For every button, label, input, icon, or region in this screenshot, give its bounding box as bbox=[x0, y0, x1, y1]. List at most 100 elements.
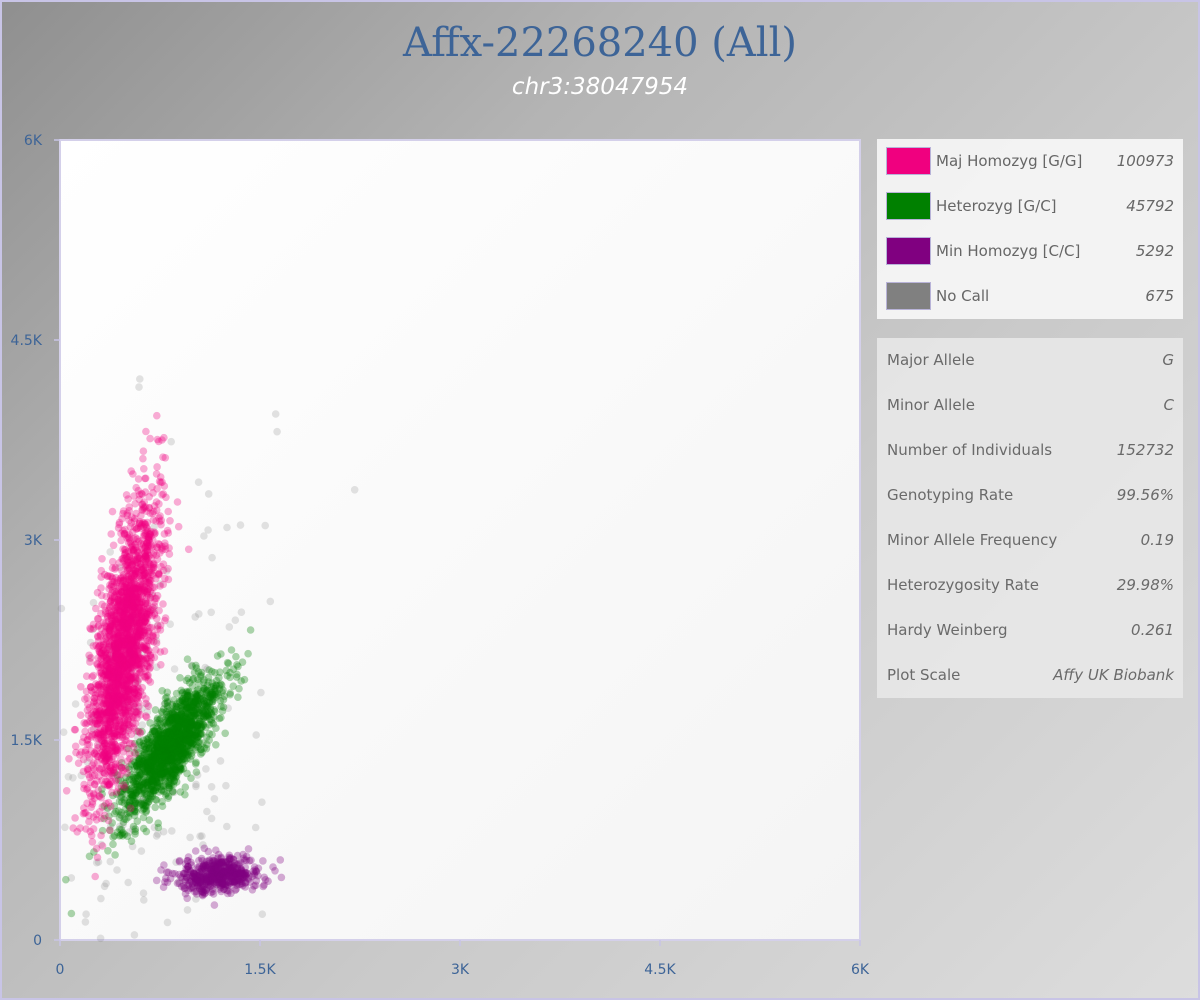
data-point bbox=[161, 775, 169, 783]
data-point bbox=[165, 728, 173, 736]
data-point bbox=[163, 750, 171, 759]
data-point bbox=[131, 805, 139, 814]
data-point bbox=[219, 877, 227, 886]
data-point bbox=[208, 696, 216, 705]
data-point bbox=[219, 880, 227, 889]
data-point bbox=[170, 770, 178, 779]
data-point bbox=[124, 763, 132, 771]
data-point bbox=[160, 782, 168, 791]
data-point bbox=[89, 671, 98, 680]
data-point bbox=[223, 658, 232, 667]
data-point bbox=[184, 742, 193, 750]
data-point bbox=[184, 886, 192, 895]
data-point bbox=[219, 885, 228, 894]
data-point bbox=[182, 726, 191, 734]
data-point bbox=[175, 879, 183, 888]
data-point bbox=[136, 763, 145, 772]
data-point bbox=[215, 874, 224, 883]
data-point bbox=[116, 563, 124, 572]
data-point bbox=[213, 689, 222, 697]
data-point bbox=[205, 720, 214, 729]
data-point bbox=[161, 756, 169, 764]
data-point bbox=[199, 841, 207, 849]
data-point bbox=[208, 698, 216, 706]
data-point bbox=[146, 758, 154, 767]
data-point bbox=[150, 771, 158, 780]
data-point bbox=[143, 756, 152, 764]
data-point bbox=[190, 870, 198, 878]
data-point bbox=[194, 881, 202, 890]
data-point bbox=[161, 545, 170, 554]
data-point bbox=[218, 874, 226, 882]
data-point bbox=[200, 860, 209, 869]
data-point bbox=[188, 703, 196, 711]
data-point bbox=[226, 864, 234, 872]
data-point bbox=[176, 739, 185, 747]
data-point bbox=[160, 745, 168, 753]
data-point bbox=[129, 757, 137, 765]
legend-item-no-call[interactable]: No Call 675 bbox=[877, 274, 1183, 319]
legend-item-maj-homozyg[interactable]: Maj Homozyg [G/G] 100973 bbox=[877, 139, 1183, 184]
data-point bbox=[154, 767, 162, 776]
data-point bbox=[178, 760, 187, 768]
data-point bbox=[138, 721, 147, 729]
data-point bbox=[168, 726, 176, 734]
data-point bbox=[210, 864, 219, 873]
data-point bbox=[186, 873, 194, 881]
data-point bbox=[174, 723, 183, 731]
data-point bbox=[186, 730, 194, 738]
legend-count: 100973 bbox=[1116, 152, 1174, 170]
legend-item-min-homozyg[interactable]: Min Homozyg [C/C] 5292 bbox=[877, 229, 1183, 274]
data-point bbox=[170, 762, 178, 770]
data-point bbox=[173, 715, 181, 724]
data-point bbox=[189, 699, 198, 707]
data-point bbox=[190, 870, 198, 878]
data-point bbox=[142, 768, 150, 777]
chart-title: Affx-22268240 (All) bbox=[403, 20, 797, 66]
data-point bbox=[183, 741, 191, 750]
data-point bbox=[215, 880, 223, 888]
data-point bbox=[153, 743, 161, 751]
data-point bbox=[158, 755, 166, 764]
data-point bbox=[210, 865, 218, 873]
data-point bbox=[163, 758, 172, 766]
data-point bbox=[180, 734, 189, 742]
data-point bbox=[140, 749, 149, 758]
data-point bbox=[149, 727, 158, 735]
data-point bbox=[206, 715, 214, 723]
data-point bbox=[150, 605, 158, 613]
data-point bbox=[182, 873, 191, 882]
data-point bbox=[210, 862, 218, 870]
data-point bbox=[179, 764, 188, 773]
data-point bbox=[163, 748, 172, 757]
data-point bbox=[185, 687, 193, 696]
data-point bbox=[172, 741, 181, 749]
data-point bbox=[142, 735, 151, 743]
data-point bbox=[146, 791, 155, 800]
data-point bbox=[146, 765, 155, 774]
data-point bbox=[233, 876, 241, 884]
data-point bbox=[229, 682, 237, 690]
stat-row-heterozygosity-rate: Heterozygosity Rate 29.98% bbox=[877, 563, 1183, 608]
data-point bbox=[202, 873, 210, 881]
data-point bbox=[157, 782, 166, 791]
data-point bbox=[172, 763, 180, 771]
data-point bbox=[67, 909, 76, 918]
data-point bbox=[235, 859, 243, 868]
data-point bbox=[183, 906, 192, 914]
data-point bbox=[239, 873, 248, 881]
data-point bbox=[198, 891, 207, 900]
plot-area[interactable] bbox=[59, 139, 861, 941]
data-point bbox=[196, 872, 204, 880]
data-point bbox=[155, 747, 164, 755]
data-point bbox=[206, 697, 214, 706]
data-point bbox=[211, 867, 220, 876]
legend-item-heterozyg[interactable]: Heterozyg [G/C] 45792 bbox=[877, 184, 1183, 229]
data-point bbox=[85, 654, 94, 663]
data-point bbox=[226, 877, 235, 886]
data-point bbox=[130, 791, 139, 800]
data-point bbox=[209, 881, 217, 889]
data-point bbox=[162, 708, 170, 716]
data-point bbox=[92, 710, 100, 719]
